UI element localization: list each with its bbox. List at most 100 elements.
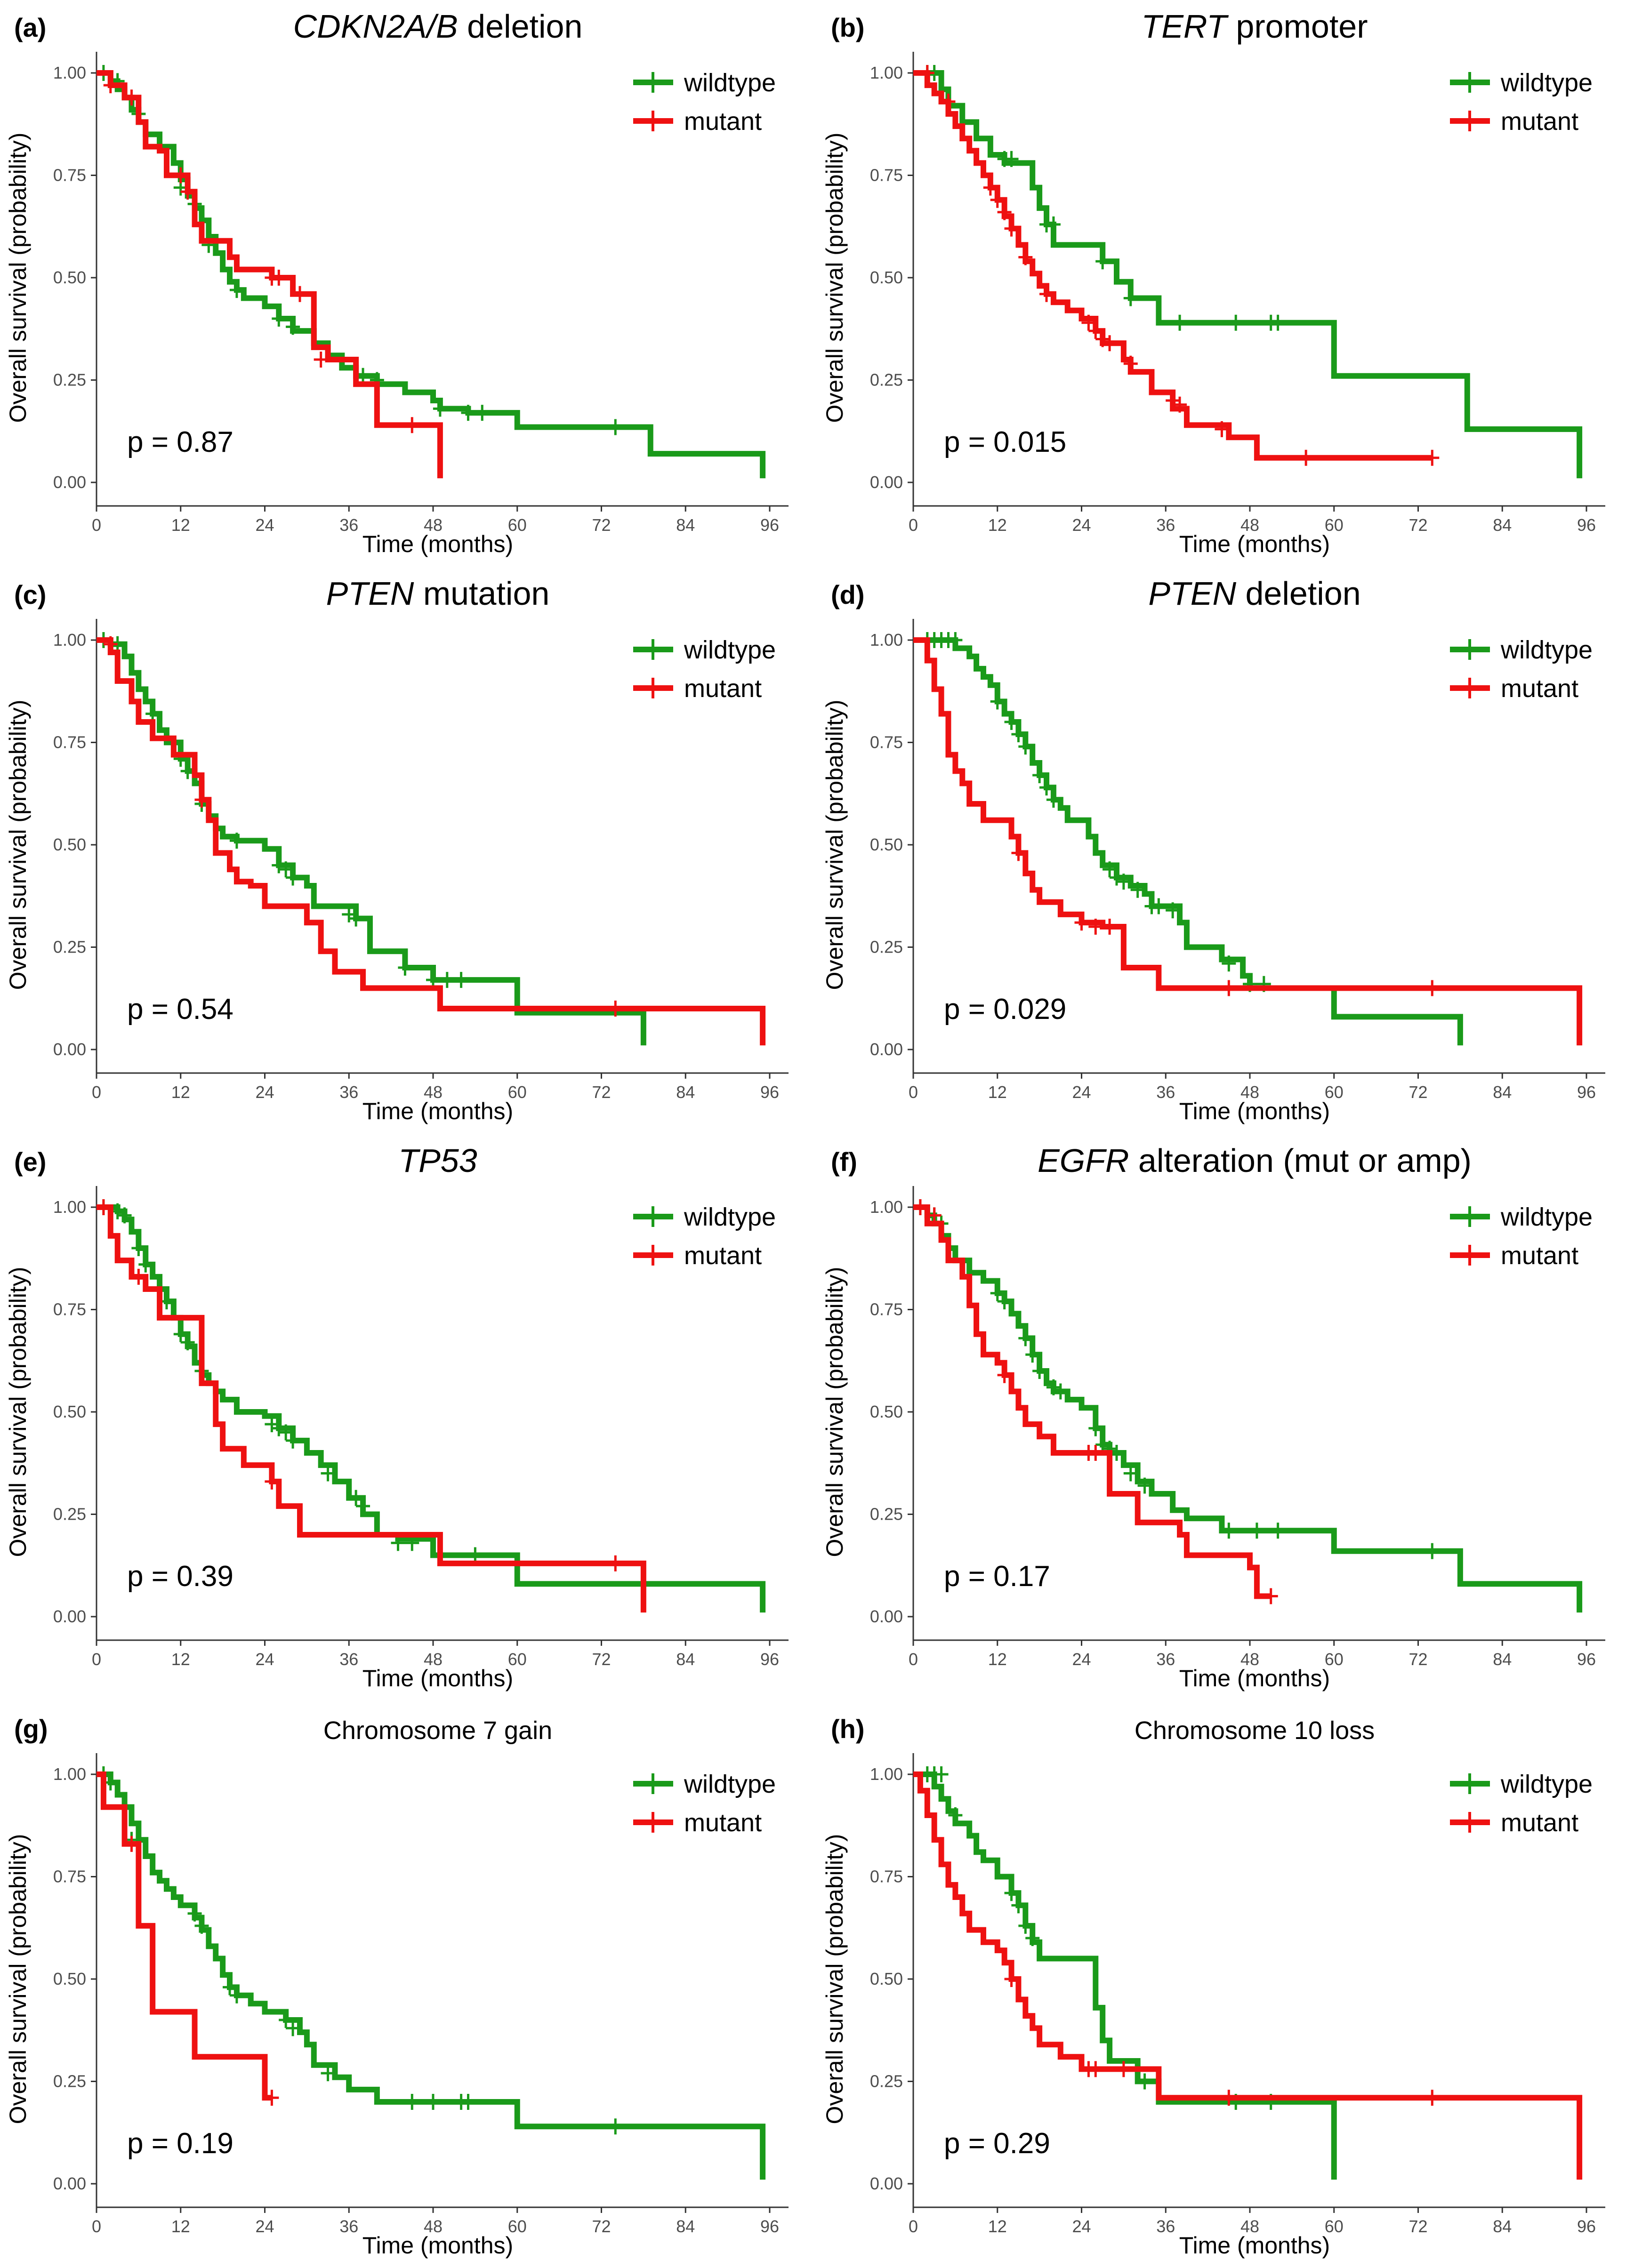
censor-mark-mutant (1074, 914, 1089, 931)
y-tick-label: 0.50 (53, 268, 86, 287)
x-tick-label: 72 (592, 1650, 611, 1669)
censor-mark-wildtype (1039, 779, 1054, 796)
x-tick-label: 96 (760, 2217, 779, 2236)
x-axis-title: Time (months) (1179, 2232, 1330, 2259)
censor-mark-wildtype (286, 1432, 300, 1449)
p-value: p = 0.54 (127, 993, 233, 1026)
y-tick-label: 1.00 (870, 1197, 903, 1217)
censor-mark-wildtype (1095, 253, 1110, 270)
censor-mark-wildtype (405, 1535, 419, 1551)
censor-mark-wildtype (272, 857, 286, 874)
x-tick-label: 96 (1577, 515, 1596, 535)
x-tick-label: 0 (909, 1650, 918, 1669)
x-tick-label: 60 (508, 2217, 527, 2236)
censor-mark-wildtype (1123, 1465, 1138, 1482)
panel-title-gene: PTEN (1148, 575, 1236, 612)
y-tick-label: 0.50 (870, 1402, 903, 1421)
censor-mark-mutant (941, 93, 956, 110)
x-tick-label: 12 (988, 1650, 1007, 1669)
censor-mark-wildtype (286, 319, 300, 335)
x-tick-label: 84 (1493, 2217, 1512, 2236)
censor-mark-mutant (1088, 323, 1103, 339)
censor-mark-wildtype (1025, 1346, 1040, 1363)
censor-mark-wildtype (194, 1917, 209, 1934)
x-tick-label: 48 (1240, 1650, 1259, 1669)
y-tick-label: 1.00 (53, 63, 86, 82)
censor-mark-mutant (103, 636, 118, 652)
legend-label-mutant: mutant (684, 674, 762, 703)
x-tick-label: 72 (1409, 1650, 1427, 1669)
censor-mark-mutant (927, 1207, 942, 1224)
y-tick-label: 0.00 (870, 2174, 903, 2193)
panel-title-text: mutation (414, 575, 549, 612)
panel-letter: (h) (831, 1714, 865, 1744)
x-tick-label: 60 (508, 1082, 527, 1102)
censor-mark-wildtype (1425, 1543, 1440, 1559)
legend-label-wildtype: wildtype (684, 69, 776, 97)
y-tick-label: 0.50 (870, 835, 903, 854)
censor-mark-wildtype (1046, 216, 1061, 232)
censor-mark-mutant (180, 184, 195, 200)
x-tick-label: 24 (255, 515, 274, 535)
y-tick-label: 0.75 (53, 1867, 86, 1886)
panel-h: 0.00 0.25 0.50 0.75 1.00 0 12 24 36 48 60 72 84 96 Tim… (821, 1714, 1605, 2259)
x-tick-label: 24 (1072, 2217, 1091, 2236)
x-axis-title: Time (months) (362, 1098, 513, 1124)
x-tick-label: 60 (508, 515, 527, 535)
x-tick-label: 48 (1240, 2217, 1259, 2236)
censor-mark-wildtype (279, 2012, 293, 2028)
panel-title-gene: CDKN2A/B (293, 8, 458, 45)
censor-mark-mutant (1103, 335, 1117, 352)
x-tick-label: 12 (171, 515, 190, 535)
y-axis-title: Overall survival (probability) (5, 1267, 31, 1557)
x-axis-title: Time (months) (362, 531, 513, 557)
censor-mark-wildtype (229, 282, 244, 298)
x-tick-label: 0 (92, 2217, 101, 2236)
censor-mark-mutant (990, 192, 1005, 208)
x-tick-label: 96 (760, 1650, 779, 1669)
censor-mark-wildtype (229, 1987, 244, 2004)
x-tick-label: 48 (424, 1082, 443, 1102)
y-tick-label: 0.50 (870, 1969, 903, 1988)
panel-title: PTEN deletion (1148, 575, 1360, 612)
censor-mark-wildtype (286, 2020, 300, 2036)
censor-mark-wildtype (349, 910, 363, 927)
panel-title: TERT promoter (1141, 8, 1368, 45)
legend-label-mutant: mutant (684, 1809, 762, 1837)
y-tick-label: 0.25 (53, 2072, 86, 2091)
censor-mark-wildtype (1046, 1379, 1061, 1395)
x-tick-label: 48 (424, 2217, 443, 2236)
censor-mark-wildtype (608, 419, 623, 435)
survival-curve-wildtype (97, 70, 766, 479)
censor-mark-mutant (96, 1199, 111, 1215)
x-tick-label: 12 (988, 2217, 1007, 2236)
survival-curve-wildtype (913, 637, 1463, 1046)
p-value: p = 0.19 (127, 2127, 233, 2160)
censor-mark-mutant (1116, 2061, 1131, 2077)
p-value: p = 0.87 (127, 426, 233, 458)
survival-curve-wildtype (97, 1204, 766, 1613)
panel-title-gene: TP53 (398, 1142, 477, 1179)
censor-mark-mutant (1088, 2061, 1103, 2077)
censor-mark-wildtype (173, 1326, 188, 1342)
censor-mark-wildtype (321, 2065, 335, 2082)
x-tick-label: 96 (1577, 2217, 1596, 2236)
survival-curve-mutant (913, 1204, 1271, 1599)
censor-mark-mutant (1004, 220, 1019, 237)
panel-title-gene: PTEN (326, 575, 414, 612)
censor-mark-wildtype (1011, 726, 1026, 743)
censor-mark-wildtype (1222, 955, 1236, 972)
panel-title: Chromosome 7 gain (323, 1716, 552, 1745)
y-tick-label: 0.25 (53, 370, 86, 390)
censor-mark-mutant (265, 2090, 279, 2106)
censor-mark-mutant (1011, 845, 1026, 861)
censor-mark-wildtype (468, 1547, 483, 1563)
censor-mark-wildtype (608, 2118, 623, 2135)
censor-mark-wildtype (433, 401, 447, 417)
y-axis-title: Overall survival (probability) (821, 1267, 848, 1557)
x-tick-label: 72 (1409, 515, 1427, 535)
censor-mark-wildtype (1271, 1523, 1285, 1539)
censor-mark-wildtype (138, 1256, 153, 1273)
censor-mark-wildtype (1088, 1420, 1103, 1436)
censor-mark-mutant (265, 1473, 279, 1490)
